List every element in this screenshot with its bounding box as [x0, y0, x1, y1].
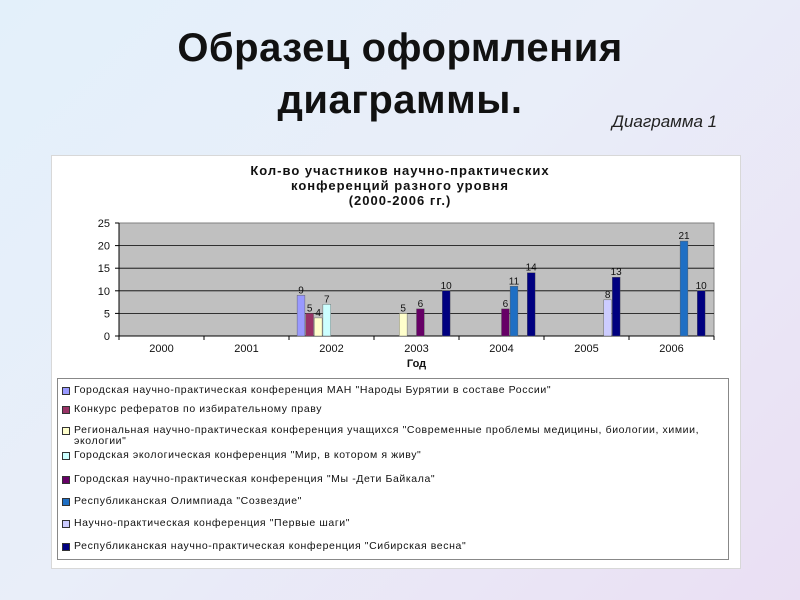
- y-tick-label: 15: [98, 263, 110, 275]
- chart-legend: Городская научно-практическая конференци…: [57, 378, 729, 560]
- bar: [501, 308, 510, 337]
- bar: [296, 295, 306, 337]
- legend-label: Конкурс рефератов по избирательному прав…: [74, 403, 323, 415]
- bar-value-label: 11: [509, 276, 520, 287]
- bar-value-label: 6: [418, 299, 424, 310]
- legend-swatch: [62, 387, 70, 395]
- bar: [697, 290, 706, 337]
- x-tick-label: 2002: [319, 343, 343, 355]
- x-axis-label: Год: [407, 358, 426, 370]
- bar: [322, 304, 331, 337]
- legend-swatch: [62, 427, 70, 435]
- chart-svg: Кол-во участников научно-практическихкон…: [98, 163, 715, 370]
- legend-swatch: [62, 406, 70, 414]
- y-tick-label: 5: [104, 308, 110, 320]
- y-tick-label: 10: [98, 286, 110, 298]
- y-tick-label: 25: [98, 218, 110, 230]
- bar-value-label: 5: [307, 303, 313, 314]
- x-tick-label: 2004: [489, 343, 513, 355]
- chart-title-line: Кол-во участников научно-практических: [250, 163, 549, 178]
- chart-title-line: конференций разного уровня: [291, 178, 509, 193]
- legend-label: Городская научно-практическая конференци…: [74, 384, 552, 396]
- bar-value-label: 21: [678, 231, 690, 242]
- bar-value-label: 10: [441, 281, 453, 292]
- x-tick-label: 2006: [659, 343, 683, 355]
- bar-value-label: 10: [696, 281, 708, 292]
- x-tick-label: 2001: [234, 343, 258, 355]
- bar: [679, 240, 689, 337]
- bar-value-label: 7: [324, 294, 330, 305]
- y-tick-label: 0: [104, 331, 110, 343]
- bar: [442, 290, 451, 337]
- legend-item: Республиканская научно-практическая конф…: [62, 541, 722, 552]
- legend-swatch: [62, 452, 70, 460]
- slide-title-line1: Образец оформления: [177, 26, 623, 70]
- chart-title-line: (2000-2006 гг.): [349, 193, 452, 208]
- bar-value-label: 9: [298, 285, 304, 296]
- bar-value-label: 8: [605, 290, 611, 301]
- bar-value-label: 4: [315, 308, 321, 319]
- legend-label: Республиканская научно-практическая конф…: [74, 540, 467, 552]
- legend-label: Городская экологическая конференция "Мир…: [74, 449, 422, 461]
- legend-item: Городская научно-практическая конференци…: [62, 385, 722, 396]
- bar: [509, 286, 519, 337]
- legend-label: Республиканская Олимпиада "Созвездие": [74, 495, 302, 507]
- bar: [399, 313, 408, 337]
- bar: [416, 308, 425, 337]
- legend-label: Научно-практическая конференция "Первые …: [74, 517, 351, 529]
- legend-item: Конкурс рефератов по избирательному прав…: [62, 404, 722, 415]
- legend-item: Городская научно-практическая конференци…: [62, 474, 722, 485]
- bar-value-label: 5: [400, 303, 406, 314]
- bar-value-label: 14: [526, 263, 538, 274]
- bar-value-label: 6: [503, 299, 509, 310]
- legend-label: Региональная научно-практическая конфере…: [74, 424, 700, 447]
- legend-item: Городская экологическая конференция "Мир…: [62, 450, 722, 461]
- legend-item: Республиканская Олимпиада "Созвездие": [62, 496, 722, 507]
- slide-title: Образец оформления диаграммы.: [0, 22, 800, 126]
- x-tick-label: 2000: [149, 343, 173, 355]
- y-tick-label: 20: [98, 241, 110, 253]
- bar: [612, 277, 621, 337]
- bar-value-label: 13: [611, 267, 623, 278]
- legend-item: Научно-практическая конференция "Первые …: [62, 518, 722, 529]
- bar: [527, 272, 536, 337]
- legend-swatch: [62, 476, 70, 484]
- chart-caption: Диаграмма 1: [612, 112, 718, 131]
- x-tick-label: 2005: [574, 343, 598, 355]
- legend-swatch: [62, 543, 70, 551]
- chart-panel: Кол-во участников научно-практических кон…: [52, 156, 740, 568]
- slide-title-line2: диаграммы.: [277, 78, 523, 122]
- legend-swatch: [62, 498, 70, 506]
- legend-item: Региональная научно-практическая конфере…: [62, 425, 722, 447]
- legend-swatch: [62, 520, 70, 528]
- bar: [603, 299, 612, 337]
- bar: [305, 313, 314, 337]
- bar: [314, 317, 323, 337]
- x-tick-label: 2003: [404, 343, 428, 355]
- legend-label: Городская научно-практическая конференци…: [74, 473, 436, 485]
